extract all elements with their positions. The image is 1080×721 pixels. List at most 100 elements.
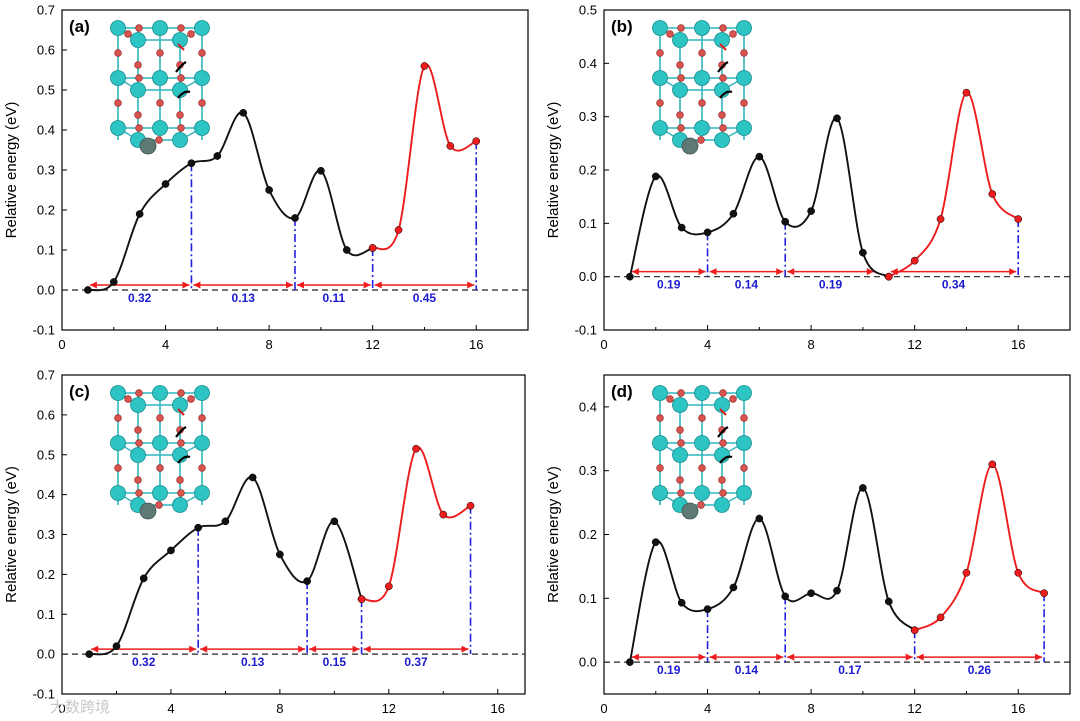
large-atom <box>194 435 210 451</box>
y-tick-label: 0.6 <box>37 407 55 422</box>
large-atom <box>694 485 710 501</box>
x-tick-label: 16 <box>1011 701 1025 716</box>
arrow-head-right-icon <box>182 281 190 289</box>
arrow-head-right-icon <box>866 268 874 276</box>
segment-barrier-label: 0.32 <box>128 291 152 305</box>
data-point-black <box>651 538 660 547</box>
data-point-red <box>446 142 455 150</box>
data-point-black <box>276 550 284 559</box>
small-atom <box>155 136 163 144</box>
data-point-black <box>330 517 339 526</box>
chart-panel-b: -0.1 0.0 0.1 0.2 0.3 0.4 0.5 0 4 8 12 16 Relative en… <box>545 3 1071 352</box>
y-tick-label: 0.1 <box>579 591 597 606</box>
small-atom <box>698 49 706 57</box>
y-tick-label: 0.4 <box>37 123 55 138</box>
data-point-red <box>884 272 893 281</box>
y-tick-label: 0.4 <box>579 56 597 71</box>
plot-frame <box>61 374 526 695</box>
small-atom <box>135 389 143 397</box>
arrow-head-left-icon <box>787 653 795 661</box>
migration-arrow-icon <box>177 43 185 51</box>
data-point-black <box>291 214 299 222</box>
data-point-red <box>472 137 481 146</box>
small-atom <box>740 99 748 107</box>
small-atom <box>156 414 164 422</box>
large-atom <box>736 20 752 36</box>
large-atom <box>652 70 668 86</box>
x-tick-label: 8 <box>276 701 283 716</box>
small-atom <box>719 74 727 82</box>
data-point-black <box>187 159 196 168</box>
large-atom <box>130 397 146 413</box>
small-atom <box>677 489 685 497</box>
data-point-red <box>962 88 971 97</box>
large-atom <box>110 435 126 451</box>
large-atom <box>110 385 126 401</box>
chart-panel-c: -0.1 0.0 0.1 0.2 0.3 0.4 0.5 0.6 0.7 0 4 8 12 16 Relat… <box>3 368 526 716</box>
large-atom <box>194 485 210 501</box>
small-atom <box>177 489 185 497</box>
x-tick-label: 16 <box>1011 337 1025 352</box>
segment-barrier-label: 0.14 <box>735 663 759 677</box>
data-point-red <box>357 595 366 603</box>
arrow-head-right-icon <box>363 281 371 289</box>
y-tick-label: 0.3 <box>579 463 597 478</box>
arrow-head-left-icon <box>200 645 208 653</box>
small-atom <box>114 414 122 422</box>
x-tick-label: 4 <box>704 337 711 352</box>
large-atom <box>152 485 168 501</box>
small-atom <box>719 389 727 397</box>
watermark-text: 大数跨境 <box>50 698 110 716</box>
data-point-red <box>394 226 403 234</box>
y-tick-label: 0.7 <box>37 3 55 18</box>
large-atom <box>672 397 688 413</box>
small-atom <box>676 61 684 69</box>
large-atom <box>110 485 126 501</box>
arrow-head-left-icon <box>89 281 97 289</box>
arrow-head-left-icon <box>309 645 317 653</box>
small-atom <box>719 439 727 447</box>
large-atom <box>652 20 668 36</box>
x-tick-label: 0 <box>600 337 607 352</box>
data-point-black <box>833 114 841 123</box>
small-atom <box>134 61 142 69</box>
small-atom <box>114 49 122 57</box>
series-line-black <box>628 117 890 278</box>
data-point-black <box>859 484 867 492</box>
large-atom <box>194 120 210 136</box>
segment-barrier-label: 0.19 <box>657 278 681 292</box>
large-atom <box>694 70 710 86</box>
x-tick-label: 4 <box>162 337 169 352</box>
small-atom <box>656 414 664 422</box>
series-line-red <box>361 446 471 603</box>
y-axis-title: Relative energy (eV) <box>3 102 20 239</box>
panel-label: (a) <box>69 17 90 36</box>
data-point-black <box>248 473 257 482</box>
data-point-red <box>936 613 945 622</box>
small-atom <box>656 99 664 107</box>
arrow-head-right-icon <box>776 653 784 661</box>
large-atom <box>152 70 168 86</box>
segment-barrier-label: 0.34 <box>942 278 966 292</box>
small-atom <box>156 464 164 472</box>
data-point-black <box>161 180 170 188</box>
small-atom <box>740 464 748 472</box>
segment-barrier-label: 0.26 <box>968 663 992 677</box>
large-atom <box>110 20 126 36</box>
small-atom <box>198 99 206 107</box>
migration-arrow-icon <box>717 61 729 73</box>
data-point-red <box>988 190 997 198</box>
arrow-head-left-icon <box>297 281 304 289</box>
data-point-red <box>439 510 448 519</box>
x-tick-label: 8 <box>265 337 272 352</box>
series-line-red <box>888 91 1019 278</box>
data-point-red <box>910 256 919 265</box>
y-tick-label: 0.4 <box>37 487 55 502</box>
y-tick-label: 0.1 <box>579 216 597 231</box>
data-point-black <box>139 574 148 583</box>
data-point-black <box>135 210 144 218</box>
data-point-red <box>936 215 945 223</box>
data-point-black <box>859 248 867 257</box>
segment-barrier-label: 0.19 <box>819 278 843 292</box>
